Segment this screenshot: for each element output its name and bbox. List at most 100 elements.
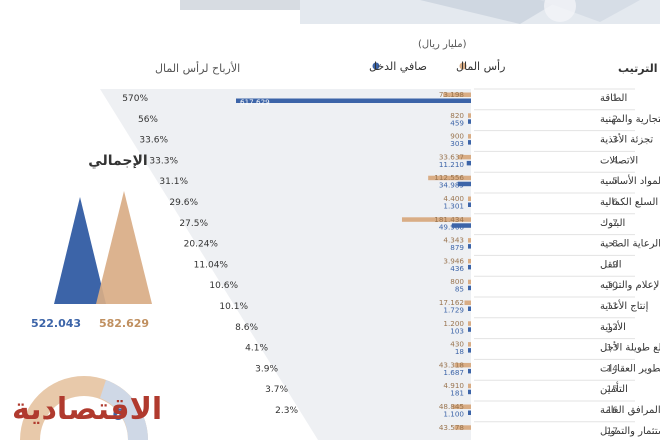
net-income-value-label: 1.100 xyxy=(443,410,464,419)
capital-legend-swatch xyxy=(459,62,467,70)
net-income-bar xyxy=(468,140,471,145)
net-income-value-label: 1.301 xyxy=(443,202,464,211)
net-income-value-label: 34.989 xyxy=(439,181,465,190)
sector-name: تجزئة الأغذية xyxy=(600,133,653,146)
rank-number: 14 xyxy=(607,364,619,374)
header-banner xyxy=(0,0,660,26)
capital-bar xyxy=(468,238,471,243)
profit-ratio-label: 33.6% xyxy=(139,136,168,146)
capital-bar xyxy=(454,362,471,368)
net-income-total-value: 522.043 xyxy=(31,317,81,330)
net-income-value-label: 49.968 xyxy=(439,222,465,231)
unit-label: (مليار ريال) xyxy=(418,39,467,50)
sector-name: البنوك xyxy=(600,218,625,229)
net-income-bar xyxy=(457,181,471,187)
profit-ratio-label: 56% xyxy=(138,115,158,125)
capital-value-label: 900 xyxy=(450,132,464,141)
capital-bar xyxy=(401,217,471,222)
rank-number: 8 xyxy=(612,240,618,250)
ratio-header: الأرباح لرأس المال xyxy=(155,61,240,75)
capital-bar xyxy=(443,92,471,97)
capital-value-label: 800 xyxy=(450,277,464,286)
profit-ratio-label: 8.6% xyxy=(235,323,258,333)
capital-bar xyxy=(468,342,471,347)
net-income-bar xyxy=(468,368,471,374)
profit-ratio-label: 570% xyxy=(122,94,148,104)
net-income-bar xyxy=(468,306,471,311)
capital-value-label: 820 xyxy=(450,111,464,120)
sector-name: الأدوية xyxy=(600,320,626,333)
capital-bar xyxy=(468,321,471,326)
capital-value-label: 4.343 xyxy=(443,236,464,245)
capital-value-label: 112.556 xyxy=(434,173,464,182)
capital-value-label: 1.200 xyxy=(443,319,464,328)
publisher-logo: الاقتصادية xyxy=(12,392,163,427)
rank-number: 12 xyxy=(607,323,618,333)
rank-number: 4 xyxy=(612,156,618,166)
capital-bar xyxy=(458,154,471,160)
capital-bar xyxy=(468,279,471,285)
profit-ratio-label: 3.7% xyxy=(265,385,288,395)
net-income-bar xyxy=(468,264,471,270)
net-income-value-label: 11.210 xyxy=(439,160,465,169)
profit-ratio-label: 31.1% xyxy=(159,177,188,187)
capital-value-label: 43.318 xyxy=(439,360,465,369)
profit-ratio-label: 29.6% xyxy=(169,198,198,208)
donut-chart: 6 xyxy=(20,376,148,440)
capital-value-label: 48.845 xyxy=(439,402,464,411)
net-income-value-label: 18 xyxy=(455,347,465,356)
profit-ratio-label: 10.1% xyxy=(219,302,248,312)
net-income-bar xyxy=(468,285,471,291)
net-income-value-label: 459 xyxy=(450,118,464,127)
rank-number: 3 xyxy=(612,136,618,146)
sector-name: الخدمات التجارية والمهنية xyxy=(600,114,660,125)
rank-number: 11 xyxy=(607,302,618,312)
capital-value-label: 4.400 xyxy=(443,194,464,203)
sector-name: تجزئة السلع الكمالية xyxy=(600,197,660,208)
sector-name: السلع طويلة الأجل xyxy=(600,341,660,354)
net-income-value-label: 436 xyxy=(450,264,464,273)
capital-bar xyxy=(454,425,471,430)
net-income-value-label: 617.629 xyxy=(240,98,270,107)
rank-number: 2 xyxy=(612,115,618,125)
sector-name: إدارة وتطوير العقارات xyxy=(600,363,660,374)
capital-total-value: 582.629 xyxy=(99,317,149,330)
capital-value-label: 43.578 xyxy=(439,423,465,432)
rank-header: الترتيب xyxy=(618,62,658,75)
capital-bar xyxy=(468,258,471,264)
profit-ratio-label: 11.04% xyxy=(194,260,229,270)
net-income-value-label: 879 xyxy=(450,243,464,252)
donut-segment-net-income xyxy=(100,380,148,440)
capital-bar xyxy=(468,196,471,201)
profit-ratio-label: 27.5% xyxy=(179,219,208,229)
capital-total-triangle xyxy=(96,191,152,304)
capital-value-label: 73.198 xyxy=(439,90,465,99)
net-income-value-label: 103 xyxy=(450,326,464,335)
profit-ratio-label: 4.1% xyxy=(245,344,268,354)
net-income-value-label: 181 xyxy=(450,389,464,398)
sector-name: الإعلام والترفيه xyxy=(600,280,660,291)
net-income-bar xyxy=(468,410,471,415)
rank-number: 17 xyxy=(607,427,618,437)
capital-value-label: 17.162 xyxy=(439,298,464,307)
sector-name: المرافق العامة xyxy=(600,405,660,416)
net-income-value-label: 1.687 xyxy=(443,368,464,377)
net-income-bar xyxy=(468,119,471,124)
net-income-bar xyxy=(236,98,471,103)
sector-name: الاتصالات xyxy=(600,155,638,166)
sector-name: الاستثمار والتمويل xyxy=(600,426,660,437)
rank-number: 1 xyxy=(612,94,618,104)
sector-name: المواد الأساسية xyxy=(600,174,660,187)
net-income-value-label: 85 xyxy=(455,285,464,294)
capital-bar xyxy=(428,175,471,181)
capital-bar xyxy=(468,113,471,118)
rank-number: 10 xyxy=(607,281,619,291)
net-income-value-label: 1.729 xyxy=(443,306,464,315)
capital-value-label: 33.637 xyxy=(439,152,464,161)
net-income-bar xyxy=(451,223,471,228)
sector-name: الطاقة xyxy=(600,93,627,104)
capital-bar xyxy=(468,383,471,389)
net-income-bar xyxy=(468,327,471,332)
sector-name: إنتاج الأغذية xyxy=(600,299,649,312)
